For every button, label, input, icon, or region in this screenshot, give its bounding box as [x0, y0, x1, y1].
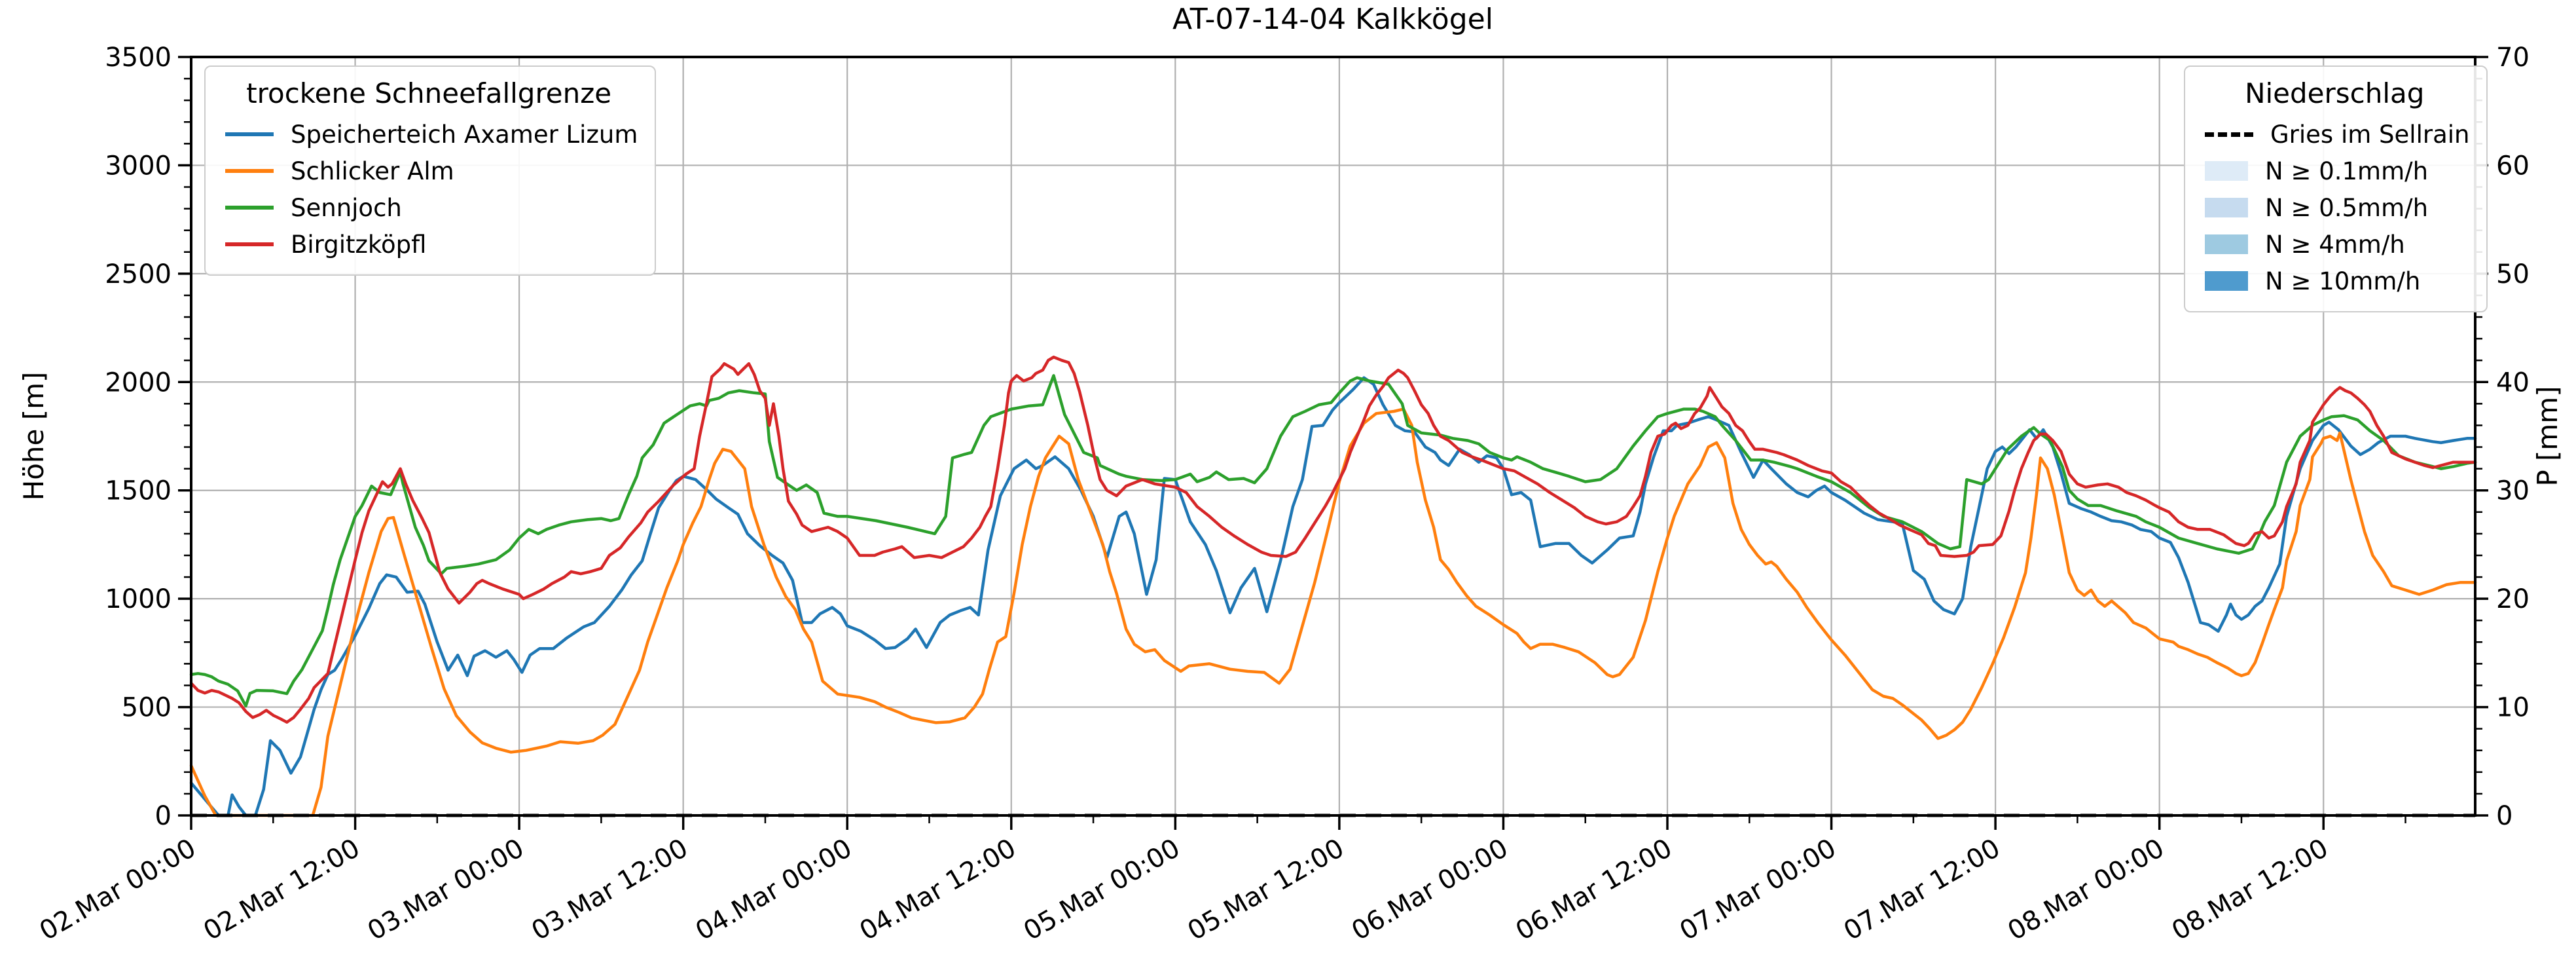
y2-tick-label: 40: [2496, 367, 2530, 398]
x-tick-label: 08.Mar 00:00: [2003, 833, 2169, 946]
snowline-legend-entry: Birgitzköpfl: [220, 226, 638, 263]
y-tick-label: 1500: [105, 476, 172, 506]
precip-intensity-swatch: [2205, 234, 2248, 254]
legend-entry-label: Schlicker Alm: [291, 157, 454, 185]
y-tick-label: 2500: [105, 259, 172, 289]
series-line-schlicker-alm: [189, 407, 2477, 817]
dashed-line-swatch: [2205, 132, 2253, 137]
y2-tick-label: 70: [2496, 43, 2530, 73]
legend-entry-label: N ≥ 4mm/h: [2265, 230, 2405, 259]
series-color-swatch: [225, 242, 274, 246]
y-tick-label: 500: [122, 693, 172, 723]
x-tick-label: 02.Mar 00:00: [35, 833, 201, 946]
y-tick-label: 1000: [105, 584, 172, 614]
precip-intensity-swatch: [2205, 161, 2248, 181]
precip-legend: Niederschlag Gries im Sellrain N ≥ 0.1mm/…: [2184, 65, 2488, 312]
series-color-swatch: [225, 132, 274, 136]
x-tick-label: 05.Mar 12:00: [1183, 833, 1349, 946]
series-line-sennjoch: [189, 374, 2477, 708]
y-axis-label-left: Höhe [m]: [18, 372, 50, 501]
legend-entry-label: N ≥ 0.5mm/h: [2265, 193, 2429, 222]
y2-tick-label: 50: [2496, 259, 2530, 289]
y-tick-label: 3500: [105, 43, 172, 73]
series-line-speicherteich-axamer-lizum: [189, 376, 2477, 817]
x-tick-label: 06.Mar 12:00: [1511, 833, 1677, 946]
x-tick-label: 06.Mar 00:00: [1347, 833, 1513, 946]
y-tick-label: 0: [155, 801, 172, 831]
legend-entry-label: N ≥ 0.1mm/h: [2265, 157, 2429, 185]
y2-tick-label: 30: [2496, 476, 2530, 506]
y-tick-label: 3000: [105, 151, 172, 181]
y-tick-label: 2000: [105, 367, 172, 398]
legend-entry-label: Gries im Sellrain: [2270, 120, 2470, 149]
x-tick-label: 04.Mar 12:00: [854, 833, 1021, 946]
precip-threshold-entry: N ≥ 10mm/h: [2200, 263, 2469, 299]
x-tick-label: 03.Mar 00:00: [363, 833, 529, 946]
x-tick-label: 02.Mar 12:00: [198, 833, 365, 946]
precip-threshold-entry: N ≥ 4mm/h: [2200, 226, 2469, 263]
snowline-legend-title: trockene Schneefallgrenze: [246, 77, 612, 109]
x-tick-label: 08.Mar 12:00: [2167, 833, 2333, 946]
y2-tick-label: 0: [2496, 801, 2513, 831]
snowline-legend-entry: Sennjoch: [220, 189, 638, 226]
precip-intensity-swatch: [2205, 198, 2248, 217]
precip-legend-title: Niederschlag: [2245, 77, 2425, 109]
chart-title: AT-07-14-04 Kalkkögel: [1172, 3, 1493, 36]
x-tick-label: 07.Mar 12:00: [1839, 833, 2005, 946]
legend-entry-label: Speicherteich Axamer Lizum: [291, 120, 638, 149]
snowline-legend-entry: Schlicker Alm: [220, 153, 638, 189]
precip-legend-line-entry: Gries im Sellrain: [2200, 116, 2469, 153]
snowline-legend-entry: Speicherteich Axamer Lizum: [220, 116, 638, 153]
legend-entry-label: Sennjoch: [291, 193, 402, 222]
legend-entry-label: Birgitzköpfl: [291, 230, 427, 259]
precip-intensity-swatch: [2205, 271, 2248, 291]
plot-border: [190, 56, 2476, 817]
y2-tick-label: 10: [2496, 693, 2530, 723]
x-tick-label: 05.Mar 00:00: [1019, 833, 1185, 946]
series-line-birgitzk-pfl: [189, 355, 2477, 724]
series-color-swatch: [225, 169, 274, 173]
series-lines: [189, 355, 2477, 817]
y-axis-label-right: P [mm]: [2531, 386, 2564, 486]
x-tick-label: 03.Mar 12:00: [526, 833, 693, 946]
precip-threshold-entry: N ≥ 0.5mm/h: [2200, 189, 2469, 226]
snowline-legend: trockene Schneefallgrenze Speicherteich …: [204, 65, 657, 276]
legend-entry-label: N ≥ 10mm/h: [2265, 267, 2421, 295]
y2-tick-label: 60: [2496, 151, 2530, 181]
precip-threshold-entry: N ≥ 0.1mm/h: [2200, 153, 2469, 189]
x-tick-label: 04.Mar 00:00: [691, 833, 857, 946]
precip-legend-items: Gries im Sellrain N ≥ 0.1mm/h N ≥ 0.5mm/h N…: [2200, 116, 2469, 299]
snowline-legend-items: Speicherteich Axamer Lizum Schlicker Alm S…: [220, 116, 638, 263]
series-color-swatch: [225, 206, 274, 210]
y2-tick-label: 20: [2496, 584, 2530, 614]
x-tick-label: 07.Mar 00:00: [1675, 833, 1841, 946]
